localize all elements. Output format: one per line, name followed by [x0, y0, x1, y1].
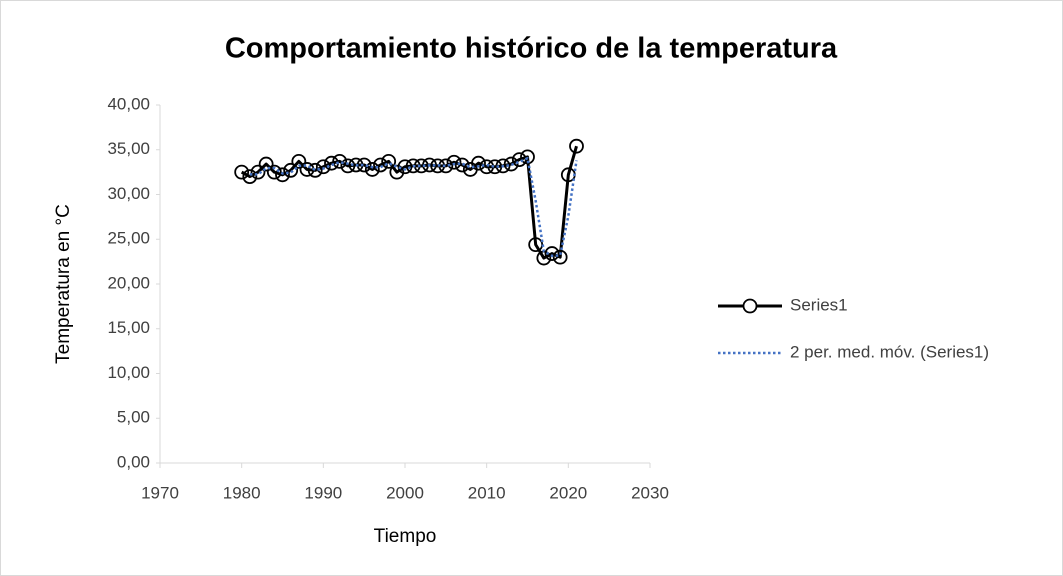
- point-marker: [503, 156, 519, 172]
- y-tick-label: 35,00: [107, 139, 150, 158]
- legend-marker: [742, 298, 758, 314]
- x-tick-label: 2030: [631, 483, 669, 502]
- legend-label: Series1: [790, 295, 848, 314]
- x-tick-label: 1970: [141, 483, 179, 502]
- y-tick-label: 25,00: [107, 229, 150, 248]
- point-marker: [471, 155, 486, 171]
- y-tick-label: 10,00: [107, 363, 150, 382]
- y-tick-label: 40,00: [107, 94, 150, 113]
- x-tick-label: 2020: [549, 483, 587, 502]
- point-marker: [544, 246, 560, 261]
- point-marker: [364, 162, 380, 177]
- y-tick-label: 0,00: [117, 452, 150, 471]
- y-axis-title: Temperatura en °C: [53, 204, 74, 364]
- point-marker: [275, 167, 290, 183]
- point-marker: [340, 158, 356, 174]
- point-marker: [454, 157, 470, 173]
- point-marker: [487, 159, 503, 175]
- legend-label: 2 per. med. móv. (Series1): [790, 342, 989, 361]
- point-marker: [234, 164, 250, 180]
- point-marker: [397, 159, 413, 175]
- point-marker: [242, 169, 258, 185]
- point-marker: [569, 138, 584, 154]
- x-tick-label: 1990: [304, 483, 342, 502]
- y-tick-label: 20,00: [107, 273, 150, 292]
- point-marker: [381, 153, 397, 169]
- x-axis-title: Tiempo: [374, 526, 437, 547]
- point-marker: [315, 159, 331, 175]
- x-tick-label: 2010: [468, 483, 506, 502]
- point-marker: [332, 153, 348, 169]
- point-marker: [258, 156, 274, 172]
- chart-title: Comportamiento histórico de la temperatu…: [225, 33, 838, 65]
- point-marker: [446, 154, 462, 170]
- series-line: [249, 157, 578, 258]
- point-marker: [266, 164, 282, 180]
- point-marker: [283, 162, 299, 178]
- x-tick-label: 2000: [386, 483, 424, 502]
- point-marker: [552, 249, 568, 265]
- y-tick-label: 15,00: [107, 318, 150, 337]
- x-tick-label: 1980: [223, 483, 261, 502]
- point-marker: [291, 153, 307, 169]
- point-marker: [250, 164, 266, 180]
- y-tick-label: 5,00: [117, 408, 150, 427]
- point-marker: [307, 162, 323, 178]
- y-tick-label: 30,00: [107, 184, 150, 203]
